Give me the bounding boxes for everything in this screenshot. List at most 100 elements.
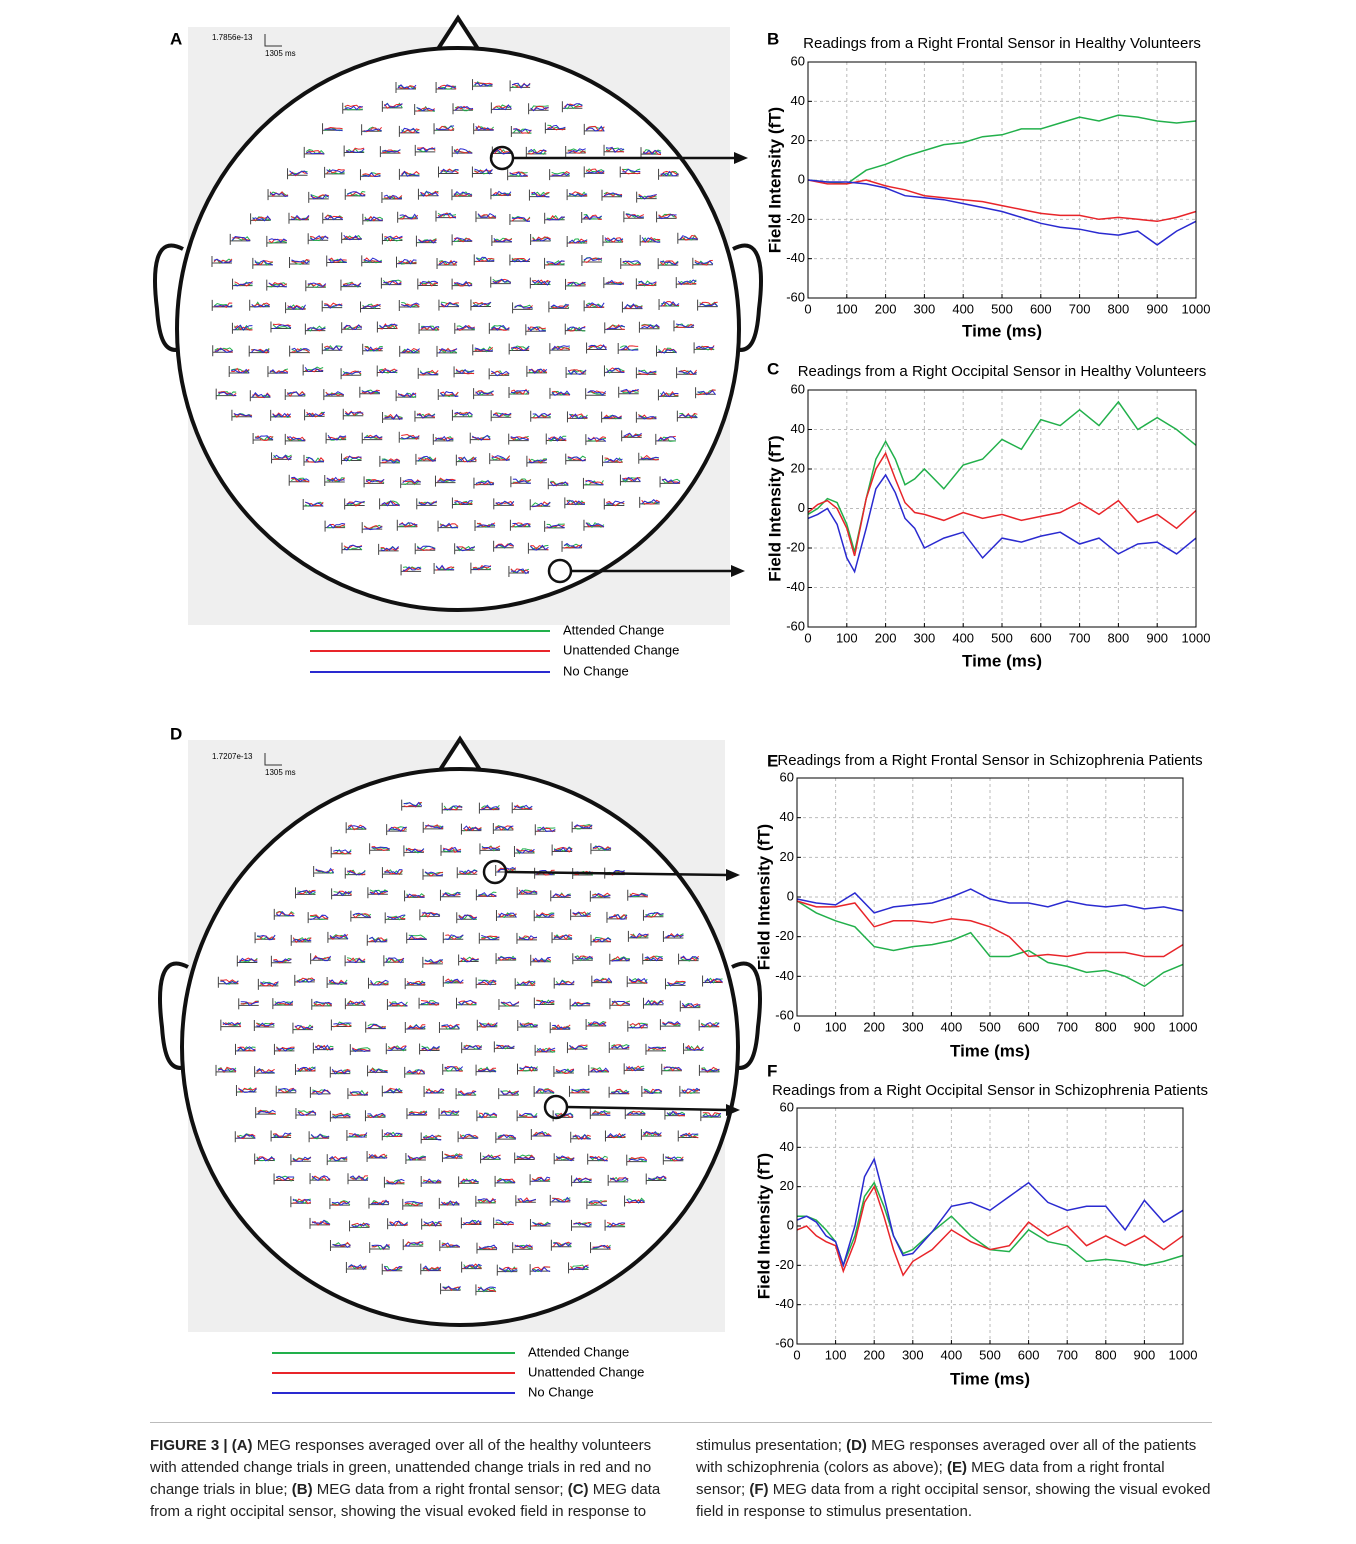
sensor-trace <box>472 301 492 307</box>
sensor-trace <box>680 1132 699 1138</box>
chart-title: Readings from a Right Occipital Sensor i… <box>798 363 1207 380</box>
sensor-glyph <box>636 191 657 203</box>
y-tick-label: -40 <box>786 250 805 265</box>
sensor-trace <box>333 1022 352 1025</box>
sensor-axis <box>212 345 233 357</box>
sensor-trace <box>551 346 571 351</box>
sensor-trace <box>622 168 641 173</box>
sensor-trace <box>214 304 233 308</box>
sensor-axis <box>402 1198 423 1210</box>
sensor-glyph <box>657 258 679 270</box>
sensor-glyph <box>658 168 679 180</box>
sensor-trace <box>437 212 457 219</box>
sensor-trace <box>572 1133 591 1141</box>
sensor-trace <box>474 82 493 87</box>
sensor-axis <box>495 910 517 922</box>
sensor-trace <box>566 500 585 506</box>
sensor-trace <box>658 214 677 220</box>
sensor-glyph <box>398 125 420 137</box>
sensor-axis <box>236 955 258 967</box>
sensor-trace <box>257 1109 276 1115</box>
sensor-trace <box>475 256 495 262</box>
sensor-trace <box>333 890 352 897</box>
sensor-trace <box>546 214 565 221</box>
sensor-glyph <box>307 233 329 245</box>
sensor-glyph <box>474 519 496 531</box>
sensor-trace <box>474 169 493 174</box>
sensor-trace <box>456 545 476 552</box>
sensor-trace <box>626 1197 645 1204</box>
sensor-trace <box>536 1047 556 1053</box>
sensor-trace <box>472 436 491 441</box>
sensor-trace <box>272 412 292 418</box>
y-tick-label: -20 <box>786 211 805 226</box>
sensor-axis <box>384 912 406 924</box>
sensor-trace <box>272 1132 292 1139</box>
sensor-glyph <box>363 476 385 488</box>
arrow-head <box>734 152 748 164</box>
sensor-glyph <box>618 386 639 398</box>
sensor-trace <box>623 432 642 438</box>
sensor-trace <box>481 936 500 940</box>
sensor-axis <box>564 497 585 509</box>
sensor-glyph <box>254 932 276 944</box>
sensor-trace <box>510 390 530 395</box>
sensor-trace <box>444 1153 463 1159</box>
sensor-glyph <box>588 1064 610 1076</box>
sensor-trace <box>645 912 664 918</box>
sensor-trace <box>313 1000 333 1005</box>
sensor-glyph <box>248 345 270 357</box>
sensor-trace <box>536 913 555 918</box>
sensor-trace <box>256 1156 275 1162</box>
sensor-glyph <box>568 1262 589 1274</box>
sensor-glyph <box>561 101 583 113</box>
sensor-trace <box>585 522 605 529</box>
sensor-axis <box>470 299 491 311</box>
sensor-trace <box>442 891 461 897</box>
sensor-trace <box>514 1244 534 1249</box>
sensor-trace <box>367 1023 386 1030</box>
sensor-glyph <box>418 997 440 1009</box>
sensor-glyph <box>402 1239 424 1251</box>
sensor-trace <box>383 194 403 200</box>
scale-value: 1.7856e-13 <box>212 33 253 42</box>
sensor-glyph <box>662 931 684 943</box>
sensor-trace <box>435 564 455 571</box>
sensor-glyph <box>493 1217 514 1229</box>
sensor-glyph <box>509 213 531 225</box>
sensor-glyph <box>437 520 459 532</box>
sensor-glyph <box>475 1284 497 1296</box>
sensor-glyph <box>324 474 346 486</box>
sensor-trace <box>611 956 631 962</box>
sensor-trace <box>643 1088 663 1094</box>
sensor-glyph <box>603 498 625 510</box>
sensor-trace <box>346 500 365 505</box>
sensor-trace <box>573 824 593 829</box>
sensor-trace <box>493 412 512 418</box>
sensor-axis <box>326 255 347 267</box>
sensor-trace <box>418 238 437 243</box>
sensor-trace <box>398 392 417 397</box>
sensor-trace <box>645 911 664 918</box>
sensor-trace <box>365 478 385 485</box>
sensor-glyph <box>645 1173 667 1185</box>
sensor-trace <box>307 282 327 287</box>
sensor-axis <box>490 276 511 288</box>
x-tick-label: 200 <box>875 630 897 645</box>
sensor-glyph <box>359 386 381 398</box>
sensor-glyph <box>458 1176 480 1188</box>
sensor-axis <box>547 478 569 490</box>
sensor-glyph <box>451 409 473 421</box>
sensor-trace <box>620 345 639 351</box>
sensor-trace <box>697 390 716 396</box>
sensor-glyph <box>395 390 417 402</box>
sensor-trace <box>528 458 548 464</box>
sensor-trace <box>401 435 420 440</box>
sensor-trace <box>367 1023 386 1029</box>
sensor-trace <box>442 1285 461 1291</box>
sensor-trace <box>587 391 606 395</box>
sensor-trace <box>287 436 306 442</box>
sensor-trace <box>421 912 441 917</box>
sensor-axis <box>406 1108 427 1120</box>
sensor-trace <box>332 1112 351 1118</box>
